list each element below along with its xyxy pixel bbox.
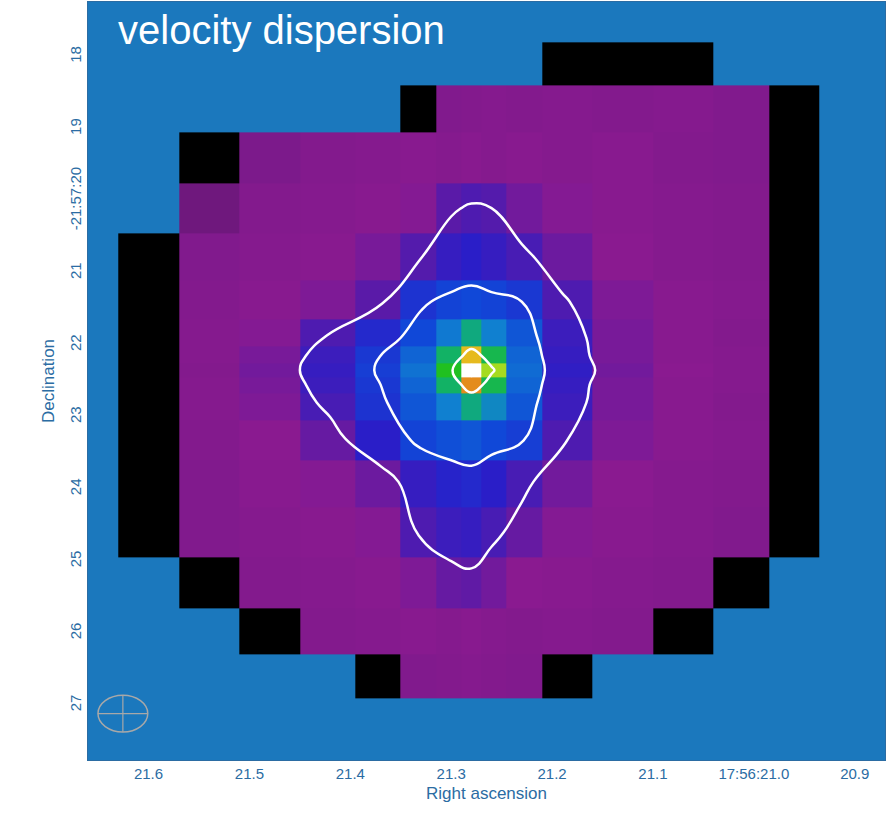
svg-text:21.3: 21.3 <box>437 765 466 782</box>
svg-text:17:56:21.0: 17:56:21.0 <box>718 765 789 782</box>
svg-text:Declination: Declination <box>39 339 58 423</box>
svg-text:23: 23 <box>67 406 84 423</box>
svg-text:Right ascension: Right ascension <box>426 784 547 803</box>
svg-text:21.2: 21.2 <box>537 765 566 782</box>
svg-text:21.6: 21.6 <box>134 765 163 782</box>
svg-text:22: 22 <box>67 334 84 351</box>
svg-text:21.5: 21.5 <box>235 765 264 782</box>
svg-text:20.9: 20.9 <box>840 765 869 782</box>
svg-text:velocity dispersion: velocity dispersion <box>118 8 445 52</box>
svg-text:21.1: 21.1 <box>638 765 667 782</box>
svg-text:19: 19 <box>67 118 84 135</box>
svg-text:21.4: 21.4 <box>336 765 365 782</box>
svg-text:24: 24 <box>67 478 84 495</box>
svg-text:27: 27 <box>67 695 84 712</box>
svg-text:21: 21 <box>67 262 84 279</box>
svg-text:18: 18 <box>67 46 84 63</box>
svg-text:-21:57:20: -21:57:20 <box>67 167 84 230</box>
svg-text:26: 26 <box>67 623 84 640</box>
svg-text:25: 25 <box>67 551 84 568</box>
